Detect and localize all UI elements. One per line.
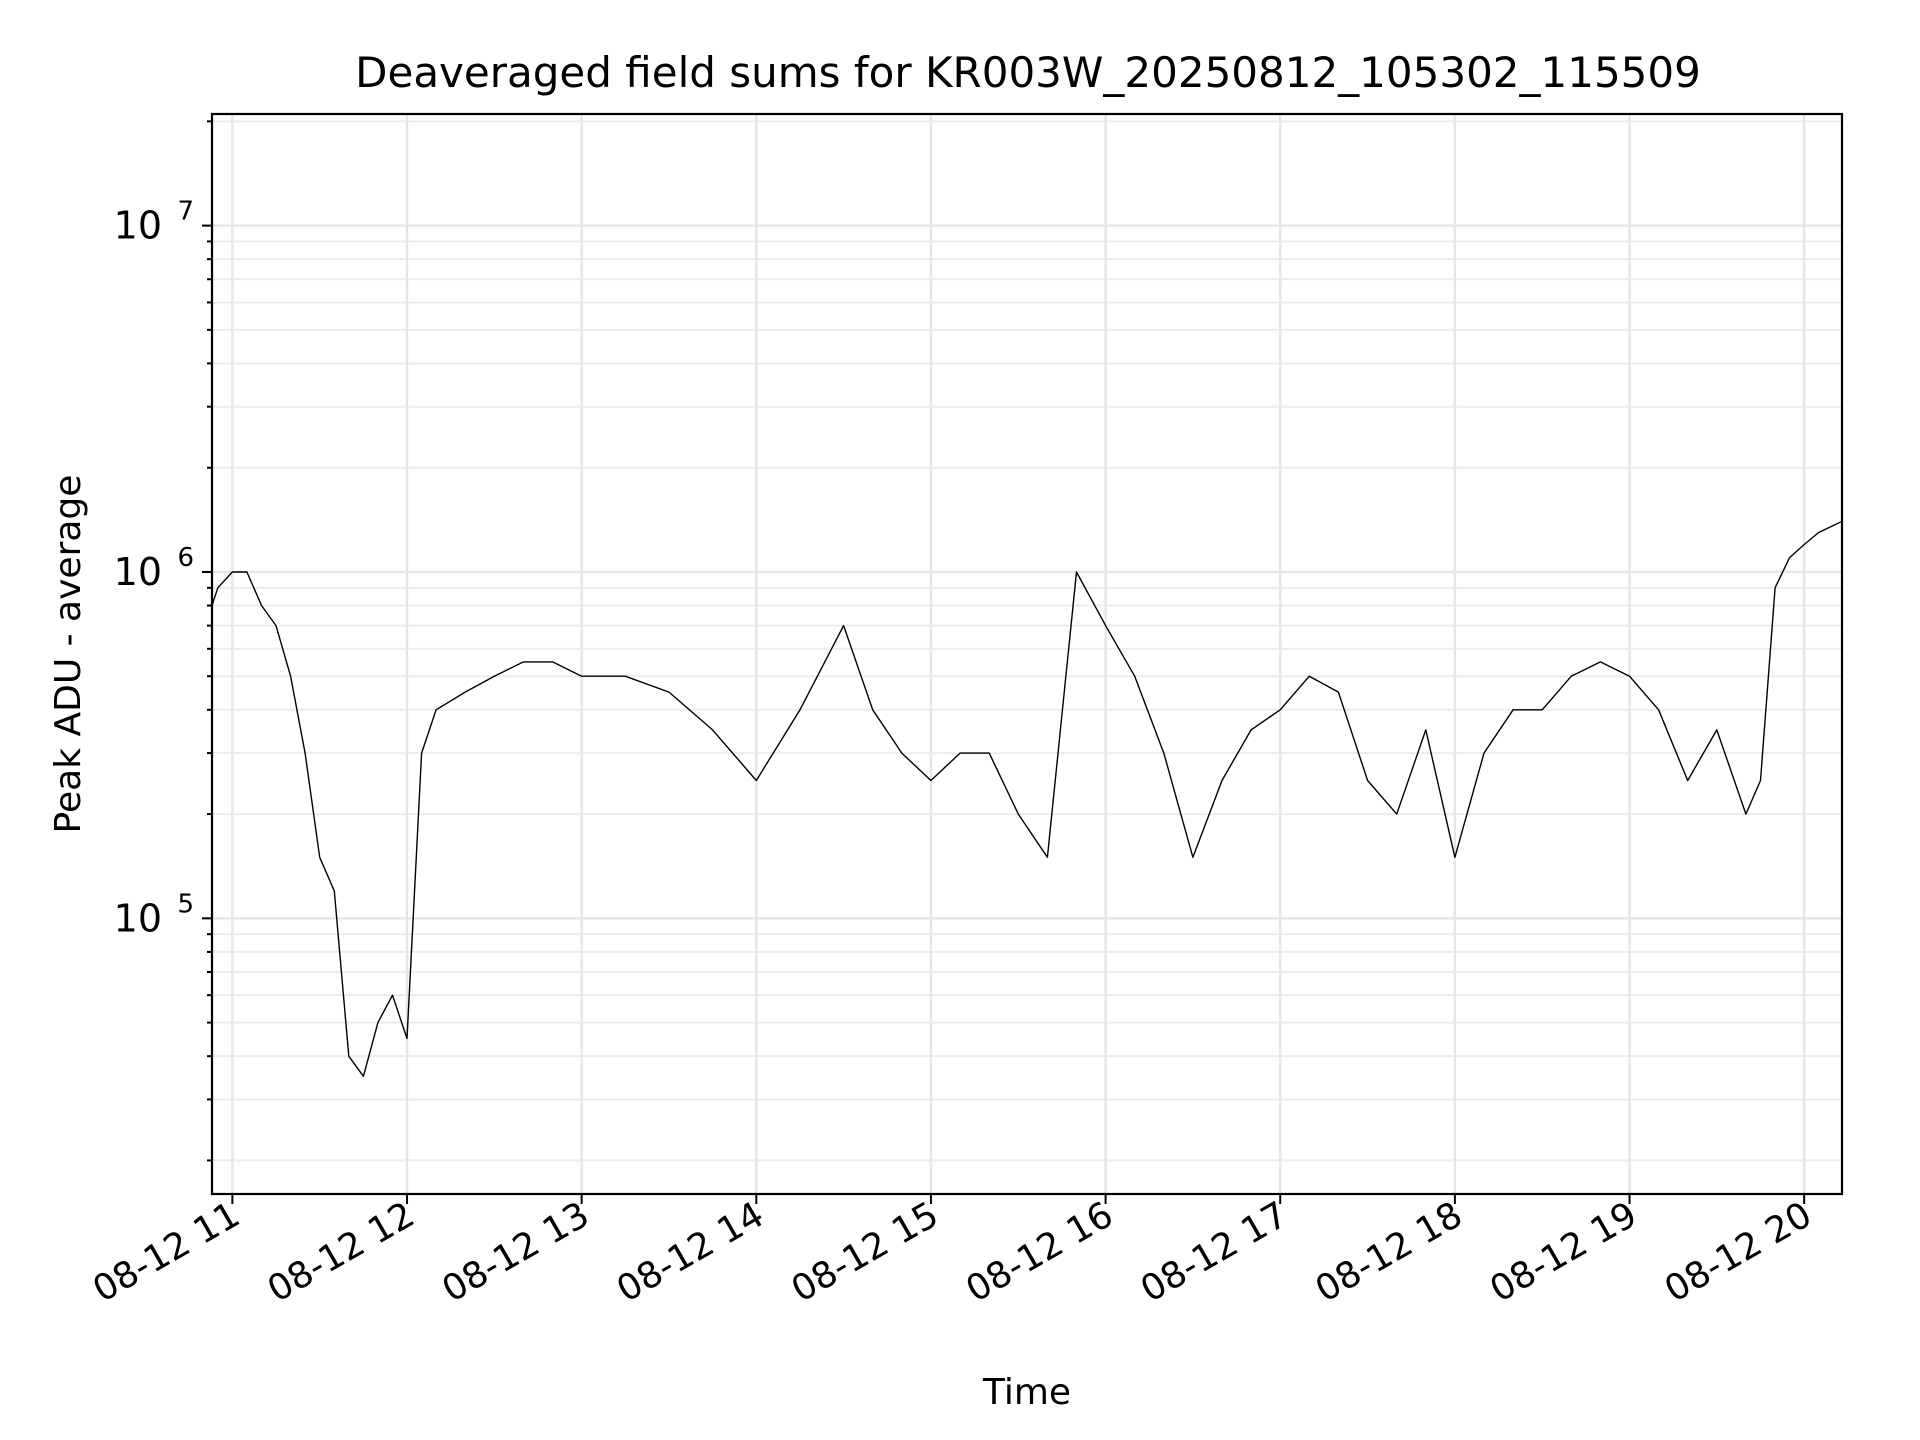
- y-tick-base: 10: [114, 896, 162, 940]
- series-line: [212, 520, 1842, 1077]
- x-tick-label: 08-12 15: [785, 1194, 946, 1310]
- y-tick-label: 10 5: [114, 889, 194, 940]
- y-tick-exponent: 5: [177, 889, 194, 919]
- y-axis: 10 5 10 6 10 7: [114, 120, 212, 1162]
- major-grid: [212, 114, 1842, 1194]
- plot-frame: [210, 112, 1844, 1196]
- x-tick-label: 08-12 14: [610, 1194, 771, 1310]
- x-tick-label: 08-12 20: [1658, 1194, 1819, 1310]
- y-tick-base: 10: [114, 204, 162, 248]
- y-tick-exponent: 7: [177, 197, 194, 227]
- x-tick-label: 08-12 13: [435, 1194, 596, 1310]
- x-tick-label: 08-12 16: [959, 1194, 1120, 1310]
- y-tick-label: 10 6: [114, 543, 194, 594]
- x-tick-label: 08-12 18: [1309, 1194, 1470, 1310]
- x-tick-label: 08-12 17: [1134, 1194, 1295, 1310]
- chart-title: Deaveraged field sums for KR003W_2025081…: [355, 48, 1701, 97]
- x-axis-label: Time: [982, 1372, 1071, 1413]
- x-tick-label: 08-12 11: [86, 1194, 247, 1310]
- x-tick-label: 08-12 19: [1483, 1194, 1644, 1310]
- minor-grid: [212, 120, 1842, 1162]
- y-tick-exponent: 6: [177, 543, 194, 573]
- y-tick-label: 10 7: [114, 197, 194, 248]
- y-tick-base: 10: [114, 550, 162, 594]
- x-axis: 08-12 11 08-12 12 08-12 13 08-12 14 08-12 15…: [86, 1194, 1819, 1311]
- x-tick-label: 08-12 12: [261, 1194, 422, 1310]
- y-axis-label: Peak ADU - average: [48, 475, 89, 834]
- plot-area: [212, 520, 1842, 1077]
